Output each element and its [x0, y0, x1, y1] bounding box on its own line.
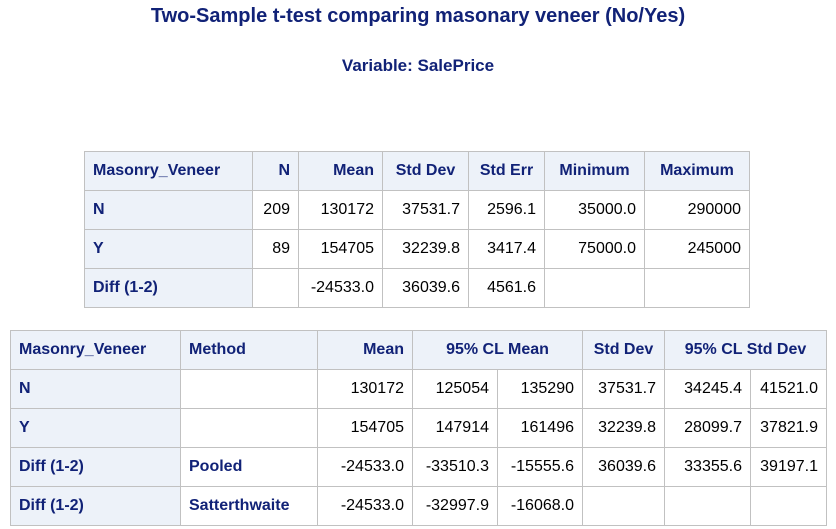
table-header-row: Masonry_Veneer N Mean Std Dev Std Err Mi… — [84, 151, 750, 191]
table-row: Diff (1-2) -24533.0 36039.6 4561.6 — [84, 268, 750, 308]
row-label: Diff (1-2) — [84, 268, 253, 308]
column-header: Masonry_Veneer — [84, 151, 253, 191]
cell-maximum: 290000 — [644, 190, 750, 230]
table-row: N 209 130172 37531.7 2596.1 35000.0 2900… — [84, 190, 750, 230]
cell-method: Pooled — [180, 447, 318, 487]
page-subtitle: Variable: SalePrice — [341, 56, 495, 75]
cell-std-err: 3417.4 — [468, 229, 545, 269]
cell-method — [180, 369, 318, 409]
column-header: Std Dev — [382, 151, 469, 191]
row-label: N — [84, 190, 253, 230]
cell-std-dev: 37531.7 — [582, 369, 665, 409]
table-header-row: Masonry_Veneer Method Mean 95% CL Mean S… — [10, 330, 827, 370]
statistics-table: Masonry_Veneer N Mean Std Dev Std Err Mi… — [84, 151, 750, 308]
cell-cl-std-dev-upper: 37821.9 — [750, 408, 827, 448]
cell-maximum: 245000 — [644, 229, 750, 269]
cell-n: 89 — [252, 229, 299, 269]
column-header: Minimum — [544, 151, 645, 191]
column-header: Std Err — [468, 151, 545, 191]
column-header: Mean — [317, 330, 413, 370]
column-header: 95% CL Std Dev — [664, 330, 827, 370]
table-row: N 130172 125054 135290 37531.7 34245.4 4… — [10, 369, 827, 409]
column-header: Mean — [298, 151, 383, 191]
cell-mean: 130172 — [317, 369, 413, 409]
cell-n — [252, 268, 299, 308]
cell-mean: -24533.0 — [317, 486, 413, 526]
cell-mean: -24533.0 — [298, 268, 383, 308]
cell-method: Satterthwaite — [180, 486, 318, 526]
cell-cl-mean-upper: -16068.0 — [497, 486, 583, 526]
table-row: Diff (1-2) Pooled -24533.0 -33510.3 -155… — [10, 447, 827, 487]
cell-maximum — [644, 268, 750, 308]
cell-cl-std-dev-lower: 28099.7 — [664, 408, 751, 448]
table-row: Y 89 154705 32239.8 3417.4 75000.0 24500… — [84, 229, 750, 269]
row-label: Y — [10, 408, 181, 448]
cell-std-dev: 37531.7 — [382, 190, 469, 230]
cell-mean: -24533.0 — [317, 447, 413, 487]
cell-cl-mean-lower: -32997.9 — [412, 486, 498, 526]
cell-std-dev: 36039.6 — [382, 268, 469, 308]
cell-n: 209 — [252, 190, 299, 230]
cell-cl-std-dev-lower — [664, 486, 751, 526]
cell-minimum — [544, 268, 645, 308]
column-header: Maximum — [644, 151, 750, 191]
column-header: Method — [180, 330, 318, 370]
cell-std-dev — [582, 486, 665, 526]
table-row: Y 154705 147914 161496 32239.8 28099.7 3… — [10, 408, 827, 448]
cell-mean: 130172 — [298, 190, 383, 230]
cell-minimum: 75000.0 — [544, 229, 645, 269]
cell-method — [180, 408, 318, 448]
row-label: Y — [84, 229, 253, 269]
cell-std-dev: 32239.8 — [582, 408, 665, 448]
cell-cl-mean-upper: -15555.6 — [497, 447, 583, 487]
cell-minimum: 35000.0 — [544, 190, 645, 230]
cell-mean: 154705 — [317, 408, 413, 448]
cell-cl-mean-upper: 161496 — [497, 408, 583, 448]
column-header: Masonry_Veneer — [10, 330, 181, 370]
row-label: Diff (1-2) — [10, 447, 181, 487]
cell-cl-std-dev-upper: 39197.1 — [750, 447, 827, 487]
row-label: N — [10, 369, 181, 409]
table-row: Diff (1-2) Satterthwaite -24533.0 -32997… — [10, 486, 827, 526]
column-header: Std Dev — [582, 330, 665, 370]
column-header: N — [252, 151, 299, 191]
cell-cl-mean-lower: -33510.3 — [412, 447, 498, 487]
cell-std-dev: 36039.6 — [582, 447, 665, 487]
cell-cl-mean-lower: 147914 — [412, 408, 498, 448]
cell-cl-mean-upper: 135290 — [497, 369, 583, 409]
confidence-limits-table: Masonry_Veneer Method Mean 95% CL Mean S… — [10, 330, 827, 526]
cell-cl-std-dev-upper — [750, 486, 827, 526]
cell-std-dev: 32239.8 — [382, 229, 469, 269]
cell-std-err: 4561.6 — [468, 268, 545, 308]
cell-mean: 154705 — [298, 229, 383, 269]
cell-std-err: 2596.1 — [468, 190, 545, 230]
column-header: 95% CL Mean — [412, 330, 583, 370]
cell-cl-mean-lower: 125054 — [412, 369, 498, 409]
cell-cl-std-dev-lower: 33355.6 — [664, 447, 751, 487]
row-label: Diff (1-2) — [10, 486, 181, 526]
page-title: Two-Sample t-test comparing masonary ven… — [150, 5, 686, 27]
cell-cl-std-dev-lower: 34245.4 — [664, 369, 751, 409]
cell-cl-std-dev-upper: 41521.0 — [750, 369, 827, 409]
